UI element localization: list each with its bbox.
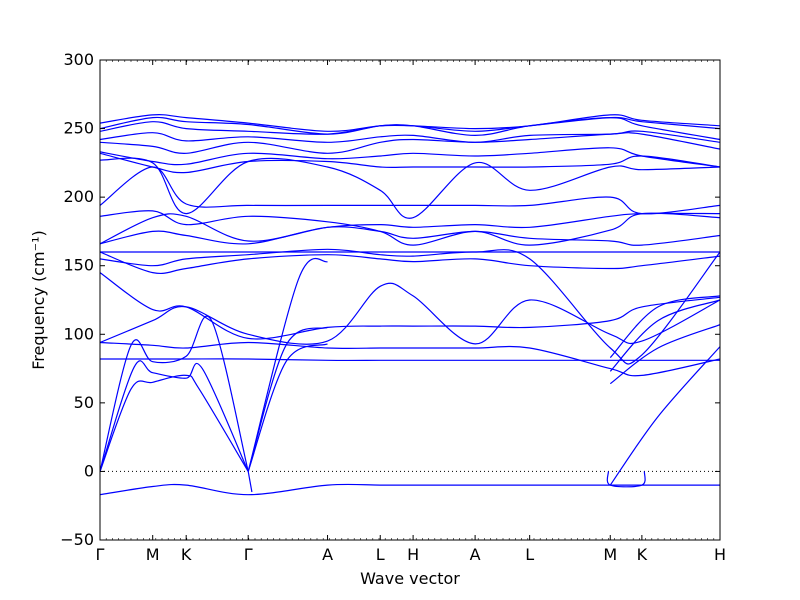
band-line-4: [100, 360, 249, 472]
band-line-29: [100, 116, 720, 141]
band-line-13: [100, 358, 720, 362]
x-axis-label: Wave vector: [360, 569, 460, 588]
band-line-0: [100, 483, 720, 496]
x-tick-label: M: [146, 545, 160, 564]
x-tick-label: K: [637, 545, 648, 564]
x-tick-label: K: [181, 545, 192, 564]
y-axis-label: Frequency (cm⁻¹): [29, 230, 48, 369]
band-line-1: [247, 471, 253, 493]
y-tick-label: 200: [63, 187, 94, 206]
band-line-5: [100, 315, 249, 472]
x-tick-label: L: [376, 545, 385, 564]
y-tick-label: −50: [60, 530, 94, 549]
x-tick-label: L: [525, 545, 534, 564]
x-tick-label: H: [714, 545, 726, 564]
band-line-11: [609, 299, 720, 372]
y-tick-label: 150: [63, 256, 94, 275]
band-line-16: [100, 272, 720, 340]
x-tick-label: A: [470, 545, 481, 564]
x-tick-label: Γ: [96, 545, 105, 564]
y-tick-label: 250: [63, 119, 94, 138]
band-line-20: [100, 226, 720, 246]
band-line-12: [609, 295, 720, 359]
x-tick-label: Γ: [244, 545, 253, 564]
y-tick-label: 300: [63, 50, 94, 69]
band-line-24: [100, 157, 720, 219]
x-tick-label: A: [322, 545, 333, 564]
y-tick-label: 50: [74, 393, 94, 412]
band-line-17: [100, 251, 720, 275]
band-line-14: [100, 341, 720, 377]
band-line-25: [100, 152, 720, 174]
band-line-3: [100, 374, 249, 472]
ticks-group: −50 0 50 100 150 200 250 300 Γ M K Γ A L H A L M K H: [60, 50, 726, 564]
band-line-2: [606, 471, 646, 488]
band-line-8: [247, 258, 328, 472]
series-group: [100, 114, 720, 496]
x-tick-label: M: [603, 545, 617, 564]
band-line-31: [100, 114, 720, 132]
band-line-23: [100, 166, 720, 215]
band-line-22: [100, 210, 720, 246]
band-line-28: [100, 130, 720, 143]
band-line-21: [100, 212, 720, 245]
band-line-19: [100, 248, 720, 365]
band-line-9: [609, 346, 720, 486]
band-line-7: [247, 326, 328, 472]
band-line-10: [609, 324, 720, 385]
band-line-26: [100, 147, 720, 168]
y-tick-label: 100: [63, 324, 94, 343]
band-line-6: [247, 343, 328, 472]
x-tick-label: H: [407, 545, 419, 564]
y-tick-label: 0: [84, 461, 94, 480]
